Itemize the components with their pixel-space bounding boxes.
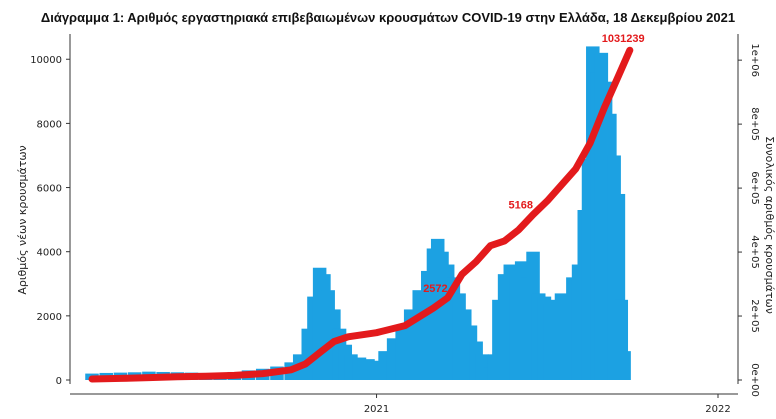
left-y-axis: 0 2000 4000 6000 8000 10000 <box>30 55 70 387</box>
y2-axis-label: Συνολικός αριθμός κρουσμάτων <box>763 136 776 314</box>
left-tick-label: 0 <box>56 376 62 387</box>
x-axis: 2021 2022 <box>364 394 731 415</box>
right-tick-label: 6e+05 <box>749 171 760 205</box>
annotations-layer: 2572 5168 1031239 <box>423 33 644 295</box>
cumulative-line <box>88 46 634 383</box>
bars-layer <box>85 46 631 381</box>
left-tick-label: 4000 <box>37 248 62 259</box>
left-tick-label: 10000 <box>30 55 62 66</box>
plot-frame <box>69 34 739 395</box>
left-tick-label: 8000 <box>37 119 62 130</box>
x-tick-label: 2021 <box>364 404 389 415</box>
annotation-label: 2572 <box>423 283 447 295</box>
right-tick-label: 0e+00 <box>749 363 760 397</box>
bar <box>617 351 631 380</box>
annotation-label: 5168 <box>509 200 533 212</box>
cumulative-line-layer <box>88 46 634 383</box>
x-tick-label: 2022 <box>705 404 730 415</box>
left-tick-label: 2000 <box>37 312 62 323</box>
right-y-axis: 0e+00 2e+05 4e+05 6e+05 8e+05 1e+06 <box>738 43 760 397</box>
right-tick-label: 2e+05 <box>749 299 760 333</box>
y-axis-label: Αριθμός νέων κρουσμάτων <box>16 145 29 294</box>
chart-title: Διάγραμμα 1: Αριθμός εργαστηριακά επιβεβ… <box>40 10 736 25</box>
right-tick-label: 1e+06 <box>749 43 760 77</box>
left-tick-label: 6000 <box>37 184 62 195</box>
annotation-label: 1031239 <box>602 33 645 45</box>
right-tick-label: 8e+05 <box>749 107 760 141</box>
right-tick-label: 4e+05 <box>749 235 760 269</box>
